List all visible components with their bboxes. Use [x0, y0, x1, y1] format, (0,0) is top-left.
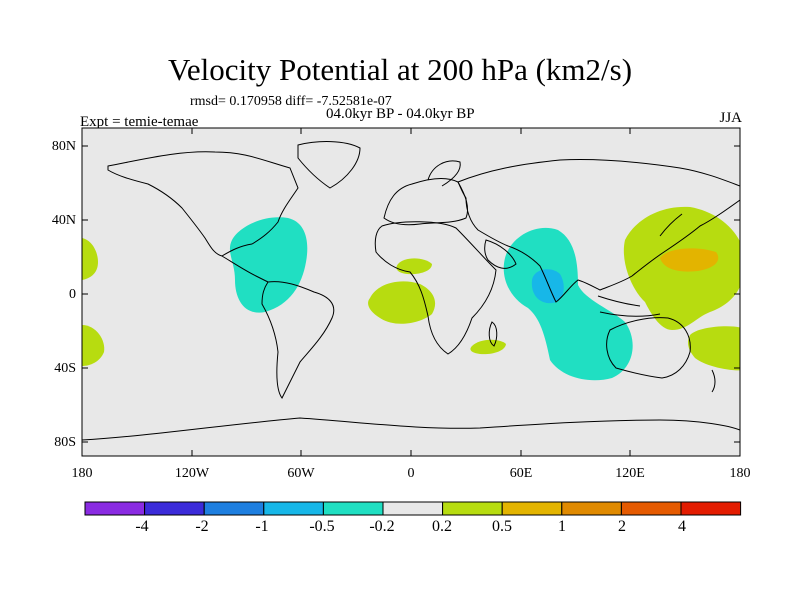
coastlines: [82, 141, 740, 441]
coast-scandinavia: [427, 160, 461, 187]
colorbar-label: -0.2: [369, 518, 395, 535]
colorbar-box: [442, 501, 503, 516]
caribbean-negative-region: [229, 217, 308, 313]
colorbar-label: 0.2: [432, 518, 452, 535]
colorbar-box: [263, 501, 324, 516]
colorbar-label: -4: [135, 518, 149, 535]
colorbar-box: [382, 501, 444, 516]
coast-north-america: [107, 151, 299, 257]
madagascar-positive-region: [470, 339, 506, 355]
colorbar-box: [561, 501, 622, 516]
colorbar-box: [501, 501, 563, 516]
east-pacific-positive-region-south: [82, 325, 105, 366]
coast-central-america: [221, 255, 269, 283]
lon-label-180w: 180: [71, 466, 93, 481]
colorbar-label: -1: [255, 518, 269, 535]
rmsd-diff-label: rmsd= 0.170958 diff= -7.52581e-07: [190, 94, 392, 109]
colorbar-box: [680, 501, 742, 516]
coast-asia: [457, 158, 740, 303]
coast-madagascar: [488, 321, 498, 347]
colorbar-box: [144, 501, 205, 516]
india-core-negative-region: [531, 269, 564, 304]
coast-indonesia: [597, 295, 661, 317]
colorbar-label: 2: [618, 518, 626, 535]
lon-label-0: 0: [407, 466, 415, 481]
indian-ocean-negative-region: [503, 227, 633, 381]
east-pacific-positive-region-north: [82, 238, 98, 280]
colorbar: [84, 501, 742, 516]
southwest-pacific-positive-region: [687, 326, 740, 371]
lat-label-80n: 80N: [51, 139, 76, 154]
coast-japan: [659, 213, 683, 237]
lon-label-60w: 60W: [287, 466, 315, 481]
colorbar-box: [322, 501, 384, 516]
lat-label-80s: 80S: [54, 435, 76, 450]
colorbar-box: [84, 501, 146, 516]
coast-africa: [374, 221, 497, 355]
lat-label-40s: 40S: [54, 361, 76, 376]
coast-new-zealand: [711, 369, 716, 393]
colorbar-box: [203, 501, 265, 516]
colorbar-label: -2: [195, 518, 209, 535]
experiment-label: Expt = temie-temae: [80, 114, 199, 130]
lon-label-180e: 180: [729, 466, 751, 481]
sahara-positive-region: [396, 258, 432, 275]
axis-ticks: [81, 128, 741, 456]
coast-greenland: [297, 141, 361, 189]
south-atlantic-positive-region: [368, 281, 436, 324]
coast-south-america: [261, 281, 335, 399]
colorbar-label: 1: [558, 518, 566, 535]
coast-australia: [606, 317, 691, 379]
colorbar-label: -0.5: [309, 518, 335, 535]
season-label: JJA: [719, 110, 742, 126]
lat-label-eq: 0: [69, 287, 76, 302]
colorbar-box: [620, 501, 682, 516]
coast-antarctica: [82, 417, 740, 441]
lon-label-60e: 60E: [509, 466, 533, 481]
colorbar-label: 0.5: [492, 518, 512, 535]
colorbar-label: 4: [678, 518, 686, 535]
map-title: Velocity Potential at 200 hPa (km2/s): [167, 52, 633, 87]
coast-arabia: [484, 239, 517, 269]
lon-label-120e: 120E: [615, 466, 645, 481]
lon-label-120w: 120W: [174, 466, 210, 481]
map-field: [82, 128, 740, 456]
west-pacific-core-region: [660, 248, 719, 272]
period-subtitle: 04.0kyr BP - 04.0kyr BP: [326, 106, 475, 122]
lat-label-40n: 40N: [51, 213, 76, 228]
